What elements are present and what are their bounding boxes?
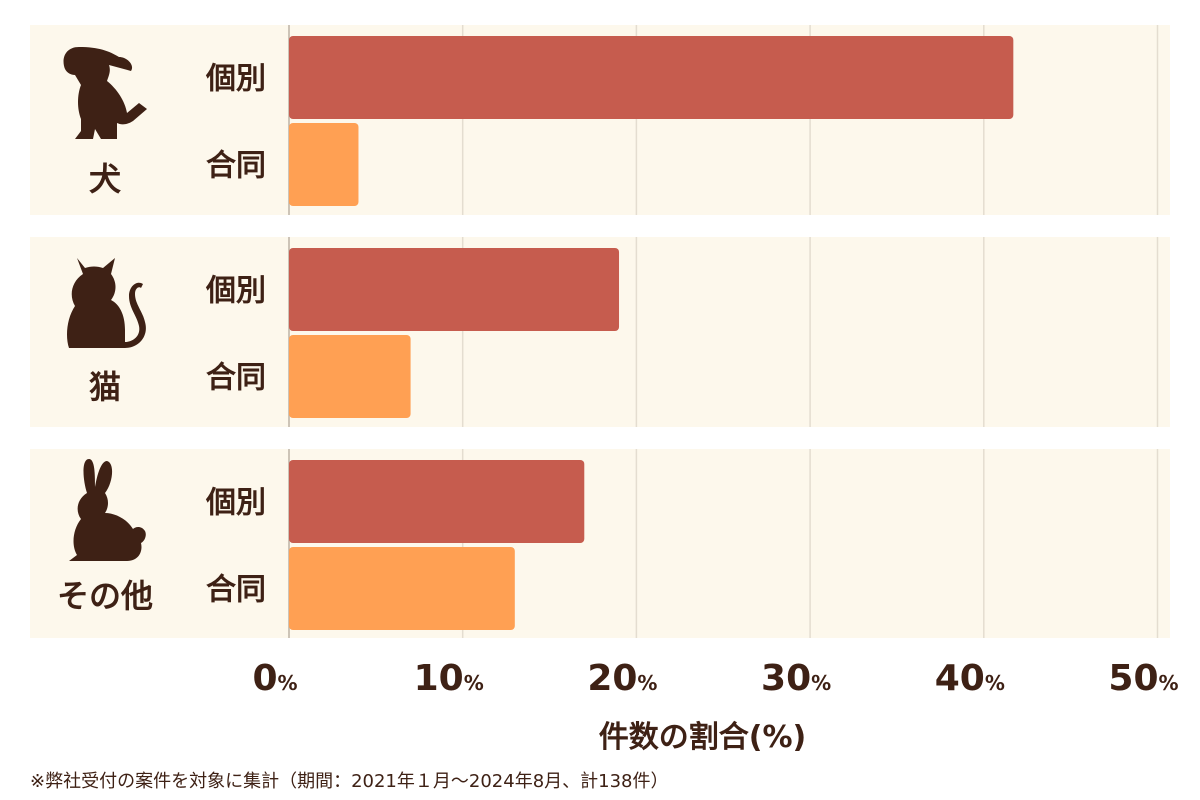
x-tick-label: 30%: [761, 658, 831, 699]
x-tick-label: 20%: [587, 658, 657, 699]
x-axis-title: 件数の割合(%): [598, 720, 807, 755]
x-tick-label: 10%: [414, 658, 484, 699]
dog-icon: [63, 47, 147, 139]
bar-label: 個別: [205, 274, 266, 309]
bar-label: 個別: [205, 486, 266, 521]
group-label: その他: [57, 577, 153, 615]
bar-合同-猫: [289, 335, 411, 418]
x-tick-label: 0%: [252, 658, 297, 699]
rabbit-icon: [69, 459, 146, 561]
group-label: 犬: [89, 160, 121, 198]
x-tick-label: 40%: [935, 658, 1005, 699]
footnote: ※弊社受付の案件を対象に集計（期間：2021年１月～2024年8月、計138件）: [30, 771, 669, 792]
bar-合同-犬: [289, 123, 359, 206]
bar-label: 合同: [206, 361, 266, 396]
bar-label: 合同: [206, 149, 266, 184]
bar-label: 合同: [206, 573, 266, 608]
bar-合同-その他: [289, 547, 515, 630]
x-tick-label: 50%: [1108, 658, 1178, 699]
cat-icon: [67, 258, 146, 348]
bar-個別-猫: [289, 248, 620, 331]
bar-個別-犬: [289, 36, 1014, 119]
group-panel: [30, 449, 1170, 638]
bar-label: 個別: [205, 62, 266, 97]
bar-個別-その他: [289, 460, 585, 543]
group-label: 猫: [89, 368, 121, 406]
